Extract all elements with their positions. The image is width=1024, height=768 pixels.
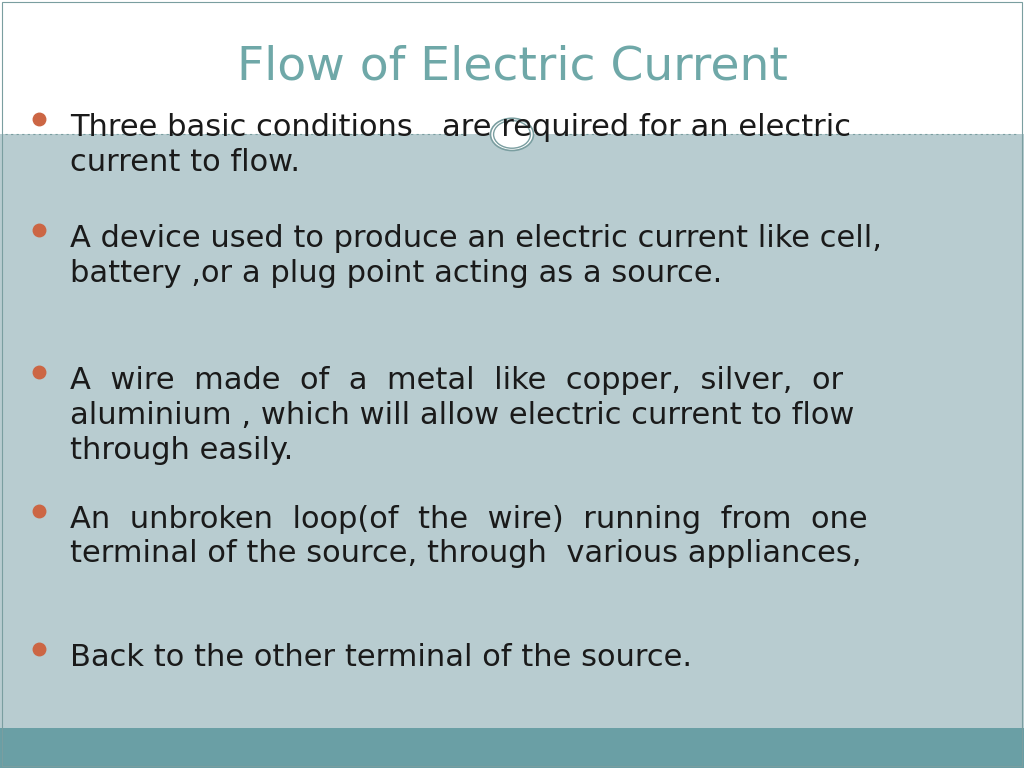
Text: A device used to produce an electric current like cell,
battery ,or a plug point: A device used to produce an electric cur…: [70, 224, 882, 288]
Text: Back to the other terminal of the source.: Back to the other terminal of the source…: [70, 643, 691, 672]
FancyBboxPatch shape: [0, 134, 1024, 728]
Circle shape: [494, 121, 530, 148]
Text: Three basic conditions   are required for an electric
current to flow.: Three basic conditions are required for …: [70, 113, 851, 177]
Text: Flow of Electric Current: Flow of Electric Current: [237, 45, 787, 90]
Text: An  unbroken  loop(of  the  wire)  running  from  one
terminal of the source, th: An unbroken loop(of the wire) running fr…: [70, 505, 867, 568]
FancyBboxPatch shape: [0, 728, 1024, 768]
FancyBboxPatch shape: [0, 0, 1024, 134]
Text: A  wire  made  of  a  metal  like  copper,  silver,  or
aluminium , which will a: A wire made of a metal like copper, silv…: [70, 366, 854, 465]
Circle shape: [490, 118, 534, 151]
